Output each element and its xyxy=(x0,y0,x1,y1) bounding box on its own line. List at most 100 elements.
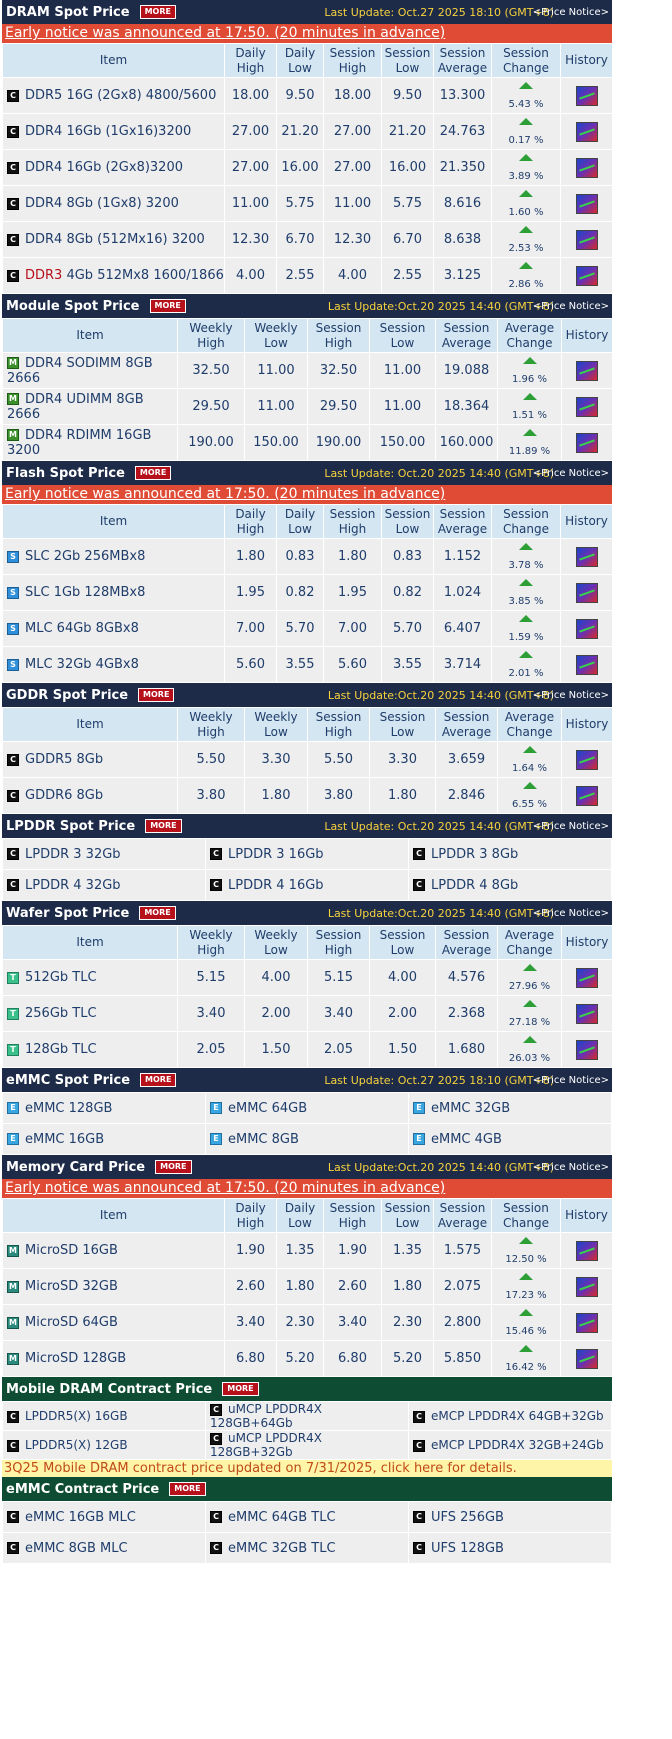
history-chart-icon[interactable] xyxy=(575,618,598,639)
history-chart-icon[interactable] xyxy=(576,967,598,988)
more-button[interactable]: MORE xyxy=(155,1160,192,1174)
item-name-link[interactable]: DDR5 16G (2Gx8) 4800/5600 xyxy=(25,88,217,103)
history-chart-icon[interactable] xyxy=(576,432,598,453)
history-chart-icon[interactable] xyxy=(575,85,598,106)
history-chart-icon[interactable] xyxy=(576,396,598,417)
early-notice-link[interactable]: Early notice was announced at 17:50. (20… xyxy=(2,24,612,43)
product-link[interactable]: eMMC 64GB xyxy=(228,1100,308,1116)
history-chart-icon[interactable] xyxy=(575,1312,598,1333)
product-link[interactable]: LPDDR 3 16Gb xyxy=(228,846,324,862)
more-button[interactable]: MORE xyxy=(222,1382,259,1396)
price-notice-link[interactable]: <Price Notice> xyxy=(532,689,609,701)
product-link[interactable]: LPDDR 3 8Gb xyxy=(431,846,519,862)
product-link[interactable]: UFS 256GB xyxy=(431,1509,504,1525)
item-cell[interactable]: C DDR3 4Gb 512Mx8 1600/1866 xyxy=(2,257,225,294)
link-cell[interactable]: C LPDDR 3 8Gb xyxy=(408,838,612,870)
link-cell[interactable]: C LPDDR 3 32Gb xyxy=(2,838,206,870)
history-chart-icon[interactable] xyxy=(575,546,598,567)
item-name-link[interactable]: GDDR5 8Gb xyxy=(25,752,104,767)
history-chart-icon[interactable] xyxy=(575,157,598,178)
history-chart-icon[interactable] xyxy=(576,360,598,381)
history-chart-icon[interactable] xyxy=(575,1348,598,1369)
more-button[interactable]: MORE xyxy=(140,1073,177,1087)
product-link[interactable]: eMMC 128GB xyxy=(25,1100,113,1116)
product-link[interactable]: eMMC 32GB xyxy=(431,1100,511,1116)
item-cell[interactable]: M DDR4 RDIMM 16GB 3200 xyxy=(2,424,178,461)
item-cell[interactable]: C DDR4 8Gb (1Gx8) 3200 xyxy=(2,185,225,222)
more-button[interactable]: MORE xyxy=(145,819,182,833)
history-chart-icon[interactable] xyxy=(576,1003,598,1024)
item-cell[interactable]: T 256Gb TLC xyxy=(2,995,178,1032)
item-cell[interactable]: M MicroSD 16GB xyxy=(2,1232,225,1269)
item-name-link[interactable]: DDR4 8Gb (512Mx16) 3200 xyxy=(25,232,205,247)
history-chart-icon[interactable] xyxy=(576,1039,598,1060)
product-link[interactable]: eMMC 64GB TLC xyxy=(228,1509,336,1525)
history-chart-icon[interactable] xyxy=(575,582,598,603)
item-cell[interactable]: C GDDR5 8Gb xyxy=(2,741,178,778)
more-button[interactable]: MORE xyxy=(169,1482,206,1496)
product-link[interactable]: eMMC 8GB xyxy=(228,1131,299,1147)
product-link[interactable]: eMMC 16GB xyxy=(25,1131,105,1147)
item-cell[interactable]: S MLC 32Gb 4GBx8 xyxy=(2,646,225,683)
item-cell[interactable]: M MicroSD 32GB xyxy=(2,1268,225,1305)
product-link[interactable]: LPDDR 3 32Gb xyxy=(25,846,121,862)
product-link[interactable]: LPDDR 4 8Gb xyxy=(431,877,519,893)
link-cell[interactable]: C LPDDR5(X) 12GB xyxy=(2,1430,206,1460)
item-cell[interactable]: C DDR4 16Gb (2Gx8)3200 xyxy=(2,149,225,186)
link-cell[interactable]: C LPDDR 4 8Gb xyxy=(408,869,612,901)
price-notice-link[interactable]: <Price Notice> xyxy=(532,907,609,919)
product-link[interactable]: eMMC 8GB MLC xyxy=(25,1540,128,1556)
item-name-link[interactable]: MicroSD 128GB xyxy=(25,1351,127,1366)
item-cell[interactable]: S MLC 64Gb 8GBx8 xyxy=(2,610,225,647)
history-chart-icon[interactable] xyxy=(576,749,598,770)
history-chart-icon[interactable] xyxy=(576,785,598,806)
item-name-link[interactable]: SLC 1Gb 128MBx8 xyxy=(25,585,146,600)
link-cell[interactable]: C LPDDR 3 16Gb xyxy=(205,838,409,870)
product-link[interactable]: uMCP LPDDR4X 128GB+64Gb xyxy=(210,1402,322,1430)
history-chart-icon[interactable] xyxy=(575,193,598,214)
item-name-link[interactable]: 128Gb TLC xyxy=(25,1042,97,1057)
item-name-link[interactable]: MicroSD 32GB xyxy=(25,1279,118,1294)
history-chart-icon[interactable] xyxy=(575,1276,598,1297)
price-notice-link[interactable]: <Price Notice> xyxy=(532,6,609,18)
item-name-link[interactable]: MicroSD 64GB xyxy=(25,1315,118,1330)
item-name-link[interactable]: MLC 32Gb 4GBx8 xyxy=(25,657,139,672)
item-cell[interactable]: T 512Gb TLC xyxy=(2,959,178,996)
link-cell[interactable]: C LPDDR 4 16Gb xyxy=(205,869,409,901)
price-notice-link[interactable]: <Price Notice> xyxy=(532,1161,609,1173)
item-name-link[interactable]: 4Gb 512Mx8 1600/1866 xyxy=(62,268,224,283)
item-cell[interactable]: C DDR4 8Gb (512Mx16) 3200 xyxy=(2,221,225,258)
item-cell[interactable]: M MicroSD 64GB xyxy=(2,1304,225,1341)
item-name-link[interactable]: DDR4 16Gb (2Gx8)3200 xyxy=(25,160,183,175)
item-name-link[interactable]: 256Gb TLC xyxy=(25,1006,97,1021)
product-link[interactable]: eMMC 4GB xyxy=(431,1131,502,1147)
product-link[interactable]: LPDDR5(X) 12GB xyxy=(25,1438,128,1452)
item-name-link[interactable]: GDDR6 8Gb xyxy=(25,788,104,803)
item-cell[interactable]: C GDDR6 8Gb xyxy=(2,777,178,814)
history-chart-icon[interactable] xyxy=(575,1240,598,1261)
link-cell[interactable]: C UFS 128GB xyxy=(408,1532,612,1564)
product-link[interactable]: LPDDR5(X) 16GB xyxy=(25,1409,128,1423)
item-name-link[interactable]: MLC 64Gb 8GBx8 xyxy=(25,621,139,636)
more-button[interactable]: MORE xyxy=(138,688,175,702)
item-cell[interactable]: C DDR4 16Gb (1Gx16)3200 xyxy=(2,113,225,150)
price-notice-link[interactable]: <Price Notice> xyxy=(532,1074,609,1086)
product-link[interactable]: eMMC 32GB TLC xyxy=(228,1540,336,1556)
item-cell[interactable]: M MicroSD 128GB xyxy=(2,1340,225,1377)
item-name-link[interactable]: SLC 2Gb 256MBx8 xyxy=(25,549,146,564)
history-chart-icon[interactable] xyxy=(575,265,598,286)
history-chart-icon[interactable] xyxy=(575,229,598,250)
more-button[interactable]: MORE xyxy=(139,5,176,19)
item-name-link[interactable]: DDR4 RDIMM 16GB 3200 xyxy=(7,427,152,458)
item-name-link[interactable]: DDR4 UDIMM 8GB 2666 xyxy=(7,391,144,422)
